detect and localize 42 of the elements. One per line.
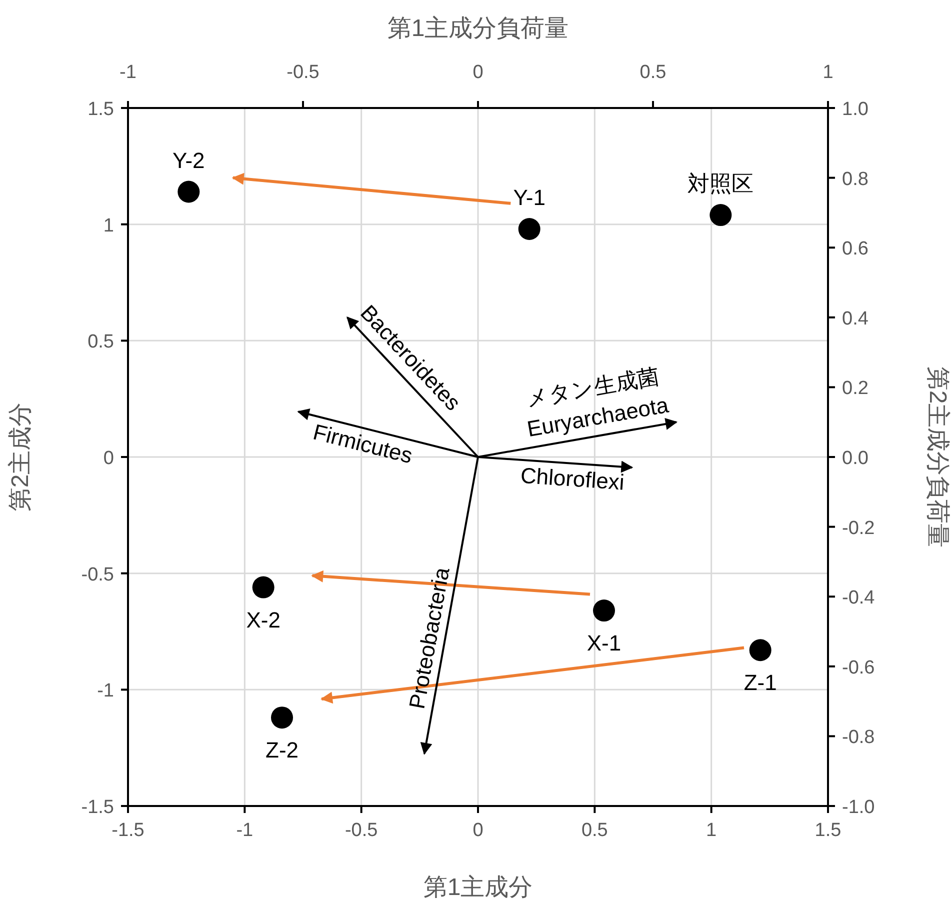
y2-tick-label: 0.6 (842, 238, 868, 260)
annotation: X-1 (586, 630, 622, 656)
x2-tick-label: 0 (472, 62, 484, 83)
annotation: Z-1 (744, 670, 777, 696)
y-tick-label: -0.5 (81, 564, 114, 586)
x-tick-label: -0.5 (344, 820, 378, 841)
y2-tick-label: -1.0 (842, 797, 875, 818)
y-tick-label: -1 (97, 680, 114, 702)
x2-axis-title: 第1主成分負荷量 (387, 15, 569, 42)
y-tick-label: 0.5 (88, 332, 114, 353)
annotation: 対照区 (688, 171, 754, 196)
y2-tick-label: 0.8 (842, 168, 868, 190)
y2-axis-title: 第2主成分負荷量 (924, 366, 951, 548)
y2-tick-label: -0.8 (842, 727, 875, 748)
annotation: Y-1 (513, 184, 546, 210)
y2-tick-label: 0.0 (842, 448, 868, 469)
x-tick-label: 1.5 (814, 820, 842, 841)
y-tick-label: 0 (103, 448, 114, 469)
annotation: X-2 (246, 607, 280, 632)
x-tick-label: 0 (472, 820, 484, 841)
y-tick-label: 1 (103, 215, 114, 236)
x2-tick-label: -1 (120, 62, 136, 83)
x-tick-label: 0.5 (581, 820, 608, 841)
annotation: Z-2 (266, 738, 298, 763)
y2-tick-label: 0.2 (842, 378, 868, 400)
y2-tick-label: 1.0 (842, 99, 868, 120)
y-tick-label: 1.5 (88, 99, 114, 120)
y2-tick-label: 0.4 (842, 308, 869, 330)
x-axis-title: 第1主成分 (423, 874, 533, 901)
series-label: Chloroflexi (520, 462, 626, 495)
y2-tick-label: -0.4 (842, 588, 876, 609)
x-tick-label: 1 (706, 820, 717, 841)
x-tick-label: -1 (236, 820, 254, 841)
x2-tick-label: 0.5 (640, 62, 666, 83)
annotation: Y-2 (172, 148, 205, 173)
x2-tick-label: -0.5 (286, 62, 320, 83)
y2-tick-label: -0.6 (842, 657, 875, 678)
text: メタン生成菌 Euryarchaeota (524, 363, 672, 442)
y-tick-label: -1.5 (81, 797, 114, 818)
y-axis-title: 第2主成分 (7, 402, 34, 512)
y2-tick-label: -0.2 (842, 518, 875, 539)
x2-tick-label: 1 (822, 62, 834, 83)
